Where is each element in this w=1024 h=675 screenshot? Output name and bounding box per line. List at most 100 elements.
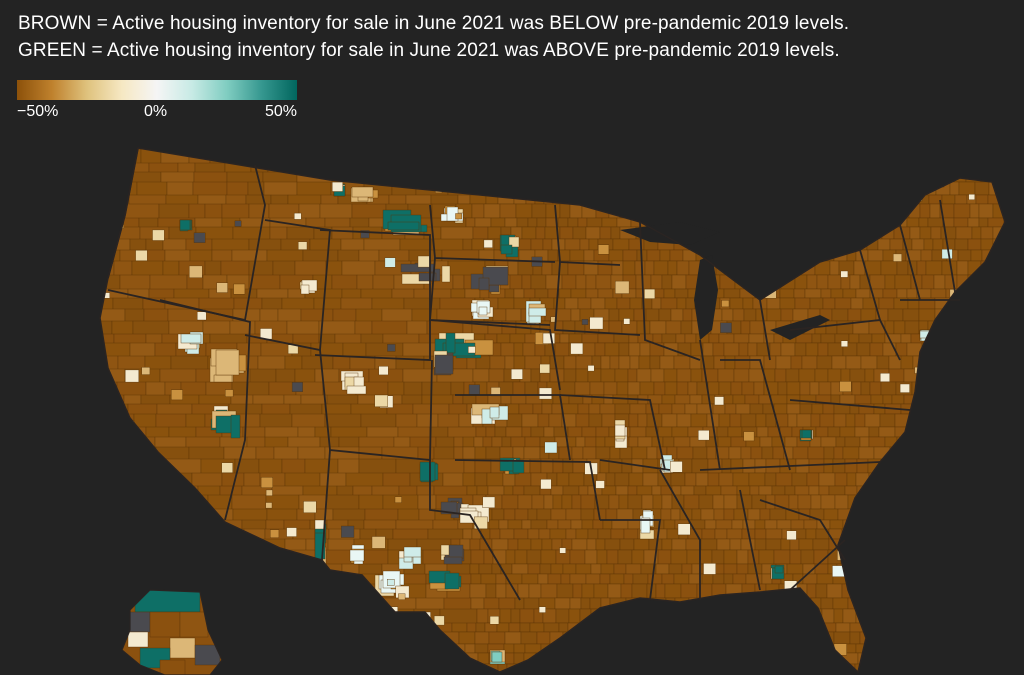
county-cell <box>820 494 836 510</box>
county-cell <box>991 381 1002 396</box>
county-cell <box>586 217 603 228</box>
county-cell <box>123 458 143 482</box>
county-cell <box>706 446 717 460</box>
county-cell <box>675 333 686 344</box>
county-cell <box>891 622 902 633</box>
legend-min-label: −50% <box>17 103 59 120</box>
county-cell <box>100 583 112 607</box>
county-cell <box>730 458 744 474</box>
county-cell <box>100 494 121 518</box>
county-cell <box>1009 653 1019 664</box>
county-cell <box>880 260 898 276</box>
county-cell <box>857 519 874 530</box>
county-cell <box>732 148 749 164</box>
county-cell <box>556 472 570 487</box>
county-cell <box>699 549 713 565</box>
county-cell <box>802 226 819 240</box>
county-cell <box>893 320 906 335</box>
county-cell <box>360 230 370 239</box>
county-cell <box>256 643 289 662</box>
county-cell <box>521 274 532 290</box>
county-cell <box>577 297 592 310</box>
county-cell <box>957 381 971 396</box>
county-cell <box>770 171 781 183</box>
county-cell <box>527 528 540 540</box>
county-cell <box>1002 622 1005 633</box>
state-border <box>429 460 521 601</box>
county-cell <box>947 381 959 396</box>
county-cell <box>833 148 851 164</box>
county-cell <box>651 485 662 496</box>
county-cell <box>864 148 880 164</box>
county-cell <box>451 622 468 633</box>
county-cell <box>793 226 804 240</box>
county-cell <box>613 333 630 344</box>
county-cell <box>988 528 999 540</box>
county-cell <box>786 530 797 540</box>
county-cell <box>100 597 119 618</box>
county-cell <box>997 583 1005 599</box>
county-cell <box>119 494 144 518</box>
county-cell <box>549 528 567 540</box>
county-cell <box>986 573 999 585</box>
state-border <box>244 164 266 321</box>
county-cell <box>700 663 716 672</box>
county-cell <box>831 355 847 370</box>
county-cell <box>638 622 650 633</box>
county-cell <box>513 342 524 357</box>
county-cell <box>482 171 493 183</box>
county-cell <box>654 203 670 219</box>
state-border <box>159 299 251 521</box>
county-cell <box>645 203 656 219</box>
county-cell <box>895 563 907 575</box>
county-cell <box>832 458 846 474</box>
county-cell <box>649 652 660 665</box>
county-cell <box>565 528 577 540</box>
county-cell <box>842 203 858 219</box>
county-cell <box>502 148 515 150</box>
county-cell <box>378 366 389 376</box>
county-cell <box>717 608 732 624</box>
county-cell <box>547 249 559 262</box>
county-cell <box>562 563 577 575</box>
county-cell <box>618 643 633 654</box>
county-cell <box>466 622 477 633</box>
county-cell <box>644 260 655 276</box>
county-cell <box>935 573 950 585</box>
county-cell <box>510 436 526 448</box>
county-cell <box>976 573 988 585</box>
county-cell <box>831 181 849 196</box>
county-cell <box>627 494 643 510</box>
county-cell <box>479 288 490 299</box>
county-cell <box>717 148 734 164</box>
county-cell <box>507 519 523 530</box>
county-cell <box>633 148 646 150</box>
county-cell <box>539 162 557 173</box>
county-cell <box>887 148 898 164</box>
county-cell <box>629 355 640 370</box>
county-cell <box>782 162 793 173</box>
county-cell <box>856 597 870 610</box>
county-cell <box>503 508 516 521</box>
county-cell <box>541 538 553 551</box>
county-cell <box>615 622 628 633</box>
county-cell <box>215 538 240 559</box>
county-cell <box>665 320 682 335</box>
county-cell <box>313 643 333 662</box>
county-cell <box>976 297 988 310</box>
county-cell <box>723 563 738 575</box>
county-cell <box>992 333 1005 344</box>
county-cell <box>177 148 211 158</box>
county-cell <box>731 519 744 530</box>
county-cell <box>747 148 760 164</box>
county-cell <box>914 403 927 415</box>
county-cell <box>500 244 513 255</box>
county-cell <box>434 615 445 626</box>
county-cell <box>523 597 540 610</box>
county-cell <box>998 426 1005 438</box>
county-cell <box>856 203 874 219</box>
county-cell <box>891 394 905 405</box>
county-cell <box>636 368 652 383</box>
county-cell <box>512 459 525 474</box>
county-cell <box>597 171 613 183</box>
